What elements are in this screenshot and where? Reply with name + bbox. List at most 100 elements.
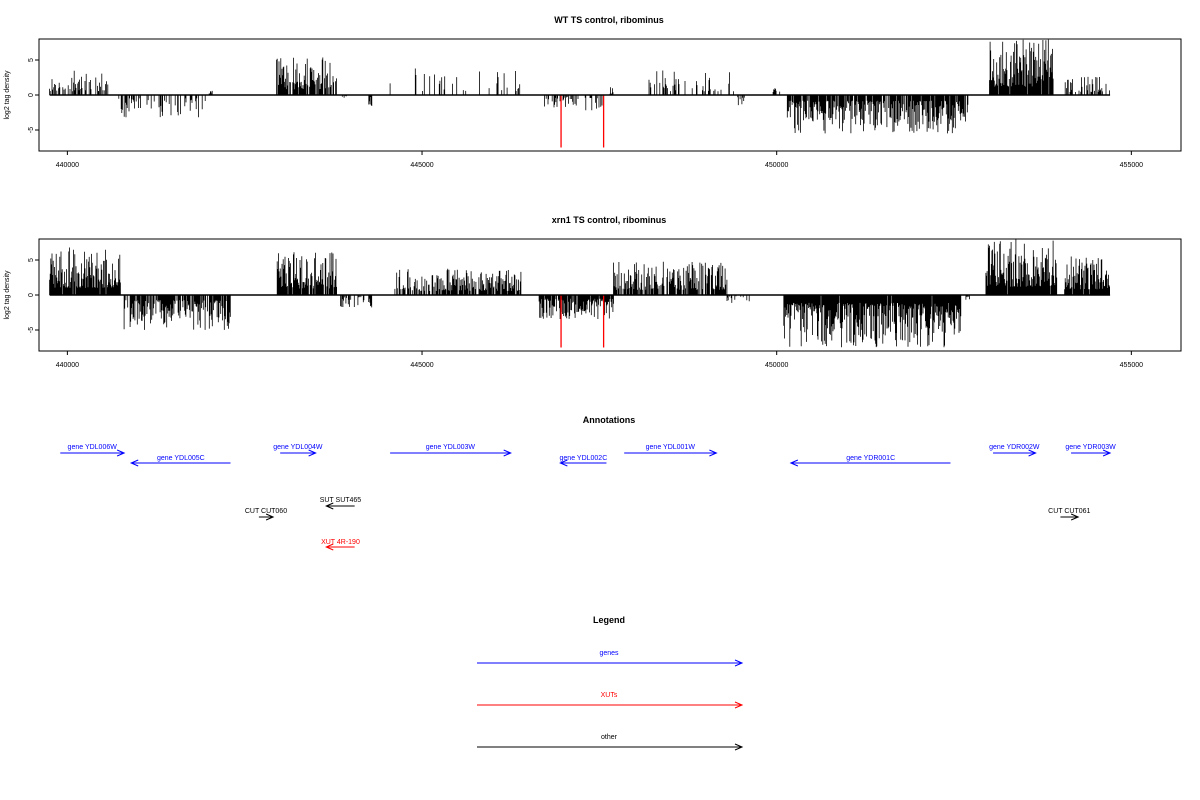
xrn1-y-axis-label: log2 tag density bbox=[4, 270, 11, 320]
feature-label: gene YDL003W bbox=[426, 444, 476, 451]
annotation-feature: gene YDR001C bbox=[789, 455, 951, 467]
wt-y-tick-label: 5 bbox=[28, 58, 35, 62]
xrn1-coverage-segment bbox=[1064, 256, 1110, 295]
xrn1-y-axis: -5 0 5 bbox=[28, 258, 39, 333]
feature-arrowhead bbox=[559, 459, 568, 467]
annotation-feature: gene YDL003W bbox=[390, 444, 512, 457]
feature-label: gene YDR002W bbox=[989, 444, 1040, 451]
wt-coverage-bars bbox=[49, 39, 1110, 134]
wt-coverage-segment bbox=[609, 87, 614, 95]
feature-arrowhead bbox=[789, 459, 799, 467]
feature-arrowhead bbox=[116, 449, 126, 457]
wt-plot-frame bbox=[38, 38, 1182, 152]
wt-panel-title: WT TS control, ribominus bbox=[554, 15, 664, 25]
xrn1-highlight-marks bbox=[560, 295, 605, 348]
legend-item-xuts: XUTs bbox=[477, 692, 744, 709]
feature-label: gene YDL001W bbox=[646, 444, 696, 451]
xrn1-coverage-segment bbox=[340, 295, 373, 308]
wt-coverage-segment bbox=[389, 68, 521, 95]
feature-label: gene YDL005C bbox=[157, 455, 205, 462]
wt-coverage-panel: WT TS control, ribominus log2 tag densit… bbox=[4, 15, 1182, 169]
legend-item-genes: genes bbox=[477, 650, 744, 667]
feature-arrowhead bbox=[709, 449, 718, 457]
feature-label: XUT 4R-190 bbox=[321, 539, 360, 546]
annotation-feature: CUT CUT061 bbox=[1048, 508, 1091, 521]
annotation-feature: gene YDR003W bbox=[1065, 444, 1116, 457]
xrn1-coverage-segment bbox=[123, 295, 231, 330]
annotation-feature: SUT SUT465 bbox=[320, 497, 362, 510]
xrn1-coverage-segment bbox=[985, 239, 1058, 295]
xrn1-x-tick-label: 440000 bbox=[56, 362, 79, 369]
wt-coverage-segment bbox=[584, 95, 603, 111]
wt-x-tick-label: 450000 bbox=[765, 162, 788, 169]
wt-x-tick-label: 445000 bbox=[410, 162, 433, 169]
xrn1-x-tick-label: 455000 bbox=[1120, 362, 1143, 369]
annotation-feature: gene YDL004W bbox=[273, 444, 323, 457]
xrn1-x-tick-label: 450000 bbox=[765, 362, 788, 369]
annotations-title: Annotations bbox=[583, 415, 636, 425]
feature-arrowhead bbox=[265, 513, 275, 521]
xrn1-coverage-segment bbox=[538, 295, 614, 319]
xrn1-y-tick-label: 5 bbox=[28, 258, 35, 262]
xrn1-y-tick-label: 0 bbox=[28, 293, 35, 297]
legend-arrowhead-genes bbox=[734, 659, 744, 667]
xrn1-plot-frame bbox=[38, 238, 1182, 352]
annotation-features: gene YDL006W gene YDL005C gene YDL004W gene… bbox=[60, 444, 1116, 551]
xrn1-x-tick-label: 445000 bbox=[410, 362, 433, 369]
feature-label: CUT CUT061 bbox=[1048, 508, 1090, 515]
legend-label-genes: genes bbox=[599, 650, 619, 657]
wt-x-axis: 440000 445000 450000 455000 bbox=[56, 151, 1143, 169]
legend-panel: Legend genes XUTs other bbox=[477, 615, 744, 751]
legend-item-other: other bbox=[477, 734, 744, 751]
wt-coverage-segment bbox=[341, 95, 347, 98]
feature-arrowhead bbox=[503, 449, 512, 457]
annotation-feature: CUT CUT060 bbox=[245, 508, 287, 521]
wt-coverage-segment bbox=[737, 95, 745, 106]
annotation-feature: gene YDL006W bbox=[60, 444, 126, 457]
wt-coverage-segment bbox=[368, 95, 373, 106]
wt-coverage-segment bbox=[989, 39, 1054, 95]
wt-coverage-segment bbox=[648, 70, 734, 95]
wt-y-axis: -5 0 5 bbox=[28, 58, 39, 133]
legend-label-xuts: XUTs bbox=[601, 692, 618, 699]
xrn1-coverage-segment bbox=[726, 295, 750, 303]
feature-arrowhead bbox=[325, 543, 334, 551]
xrn1-coverage-segment bbox=[394, 268, 522, 295]
feature-arrowhead bbox=[1070, 513, 1080, 521]
wt-highlight-marks bbox=[560, 95, 605, 148]
legend-arrowhead-other bbox=[734, 743, 744, 751]
wt-coverage-segment bbox=[276, 57, 337, 95]
wt-x-tick-label: 455000 bbox=[1120, 162, 1143, 169]
wt-y-axis-label: log2 tag density bbox=[4, 70, 11, 120]
legend-arrowhead-xuts bbox=[734, 701, 744, 709]
feature-label: gene YDL002C bbox=[560, 455, 608, 462]
wt-coverage-segment bbox=[544, 95, 579, 108]
xrn1-y-tick-label: -5 bbox=[28, 327, 35, 333]
xrn1-coverage-segment bbox=[783, 295, 962, 348]
xrn1-x-axis: 440000 445000 450000 455000 bbox=[56, 351, 1143, 369]
xrn1-coverage-panel: xrn1 TS control, ribominus log2 tag dens… bbox=[4, 215, 1182, 369]
feature-arrowhead bbox=[1028, 449, 1037, 457]
wt-y-tick-label: 0 bbox=[28, 93, 35, 97]
feature-label: SUT SUT465 bbox=[320, 497, 362, 504]
wt-coverage-segment bbox=[772, 88, 781, 95]
annotation-feature: gene YDL005C bbox=[129, 455, 231, 467]
legend-title: Legend bbox=[593, 615, 625, 625]
annotation-feature: gene YDL002C bbox=[559, 455, 608, 467]
feature-arrowhead bbox=[129, 459, 139, 467]
annotation-feature: gene YDR002W bbox=[989, 444, 1040, 457]
wt-x-tick-label: 440000 bbox=[56, 162, 79, 169]
xrn1-coverage-segment bbox=[276, 252, 337, 295]
feature-label: gene YDR003W bbox=[1065, 444, 1116, 451]
feature-label: CUT CUT060 bbox=[245, 508, 287, 515]
wt-coverage-segment bbox=[786, 95, 969, 134]
feature-arrowhead bbox=[325, 502, 334, 510]
annotation-feature: XUT 4R-190 bbox=[321, 539, 360, 551]
feature-arrowhead bbox=[1102, 449, 1112, 457]
feature-label: gene YDR001C bbox=[846, 455, 895, 462]
annotation-feature: gene YDL001W bbox=[624, 444, 718, 457]
wt-y-tick-label: -5 bbox=[28, 127, 35, 133]
feature-label: gene YDL006W bbox=[68, 444, 118, 451]
